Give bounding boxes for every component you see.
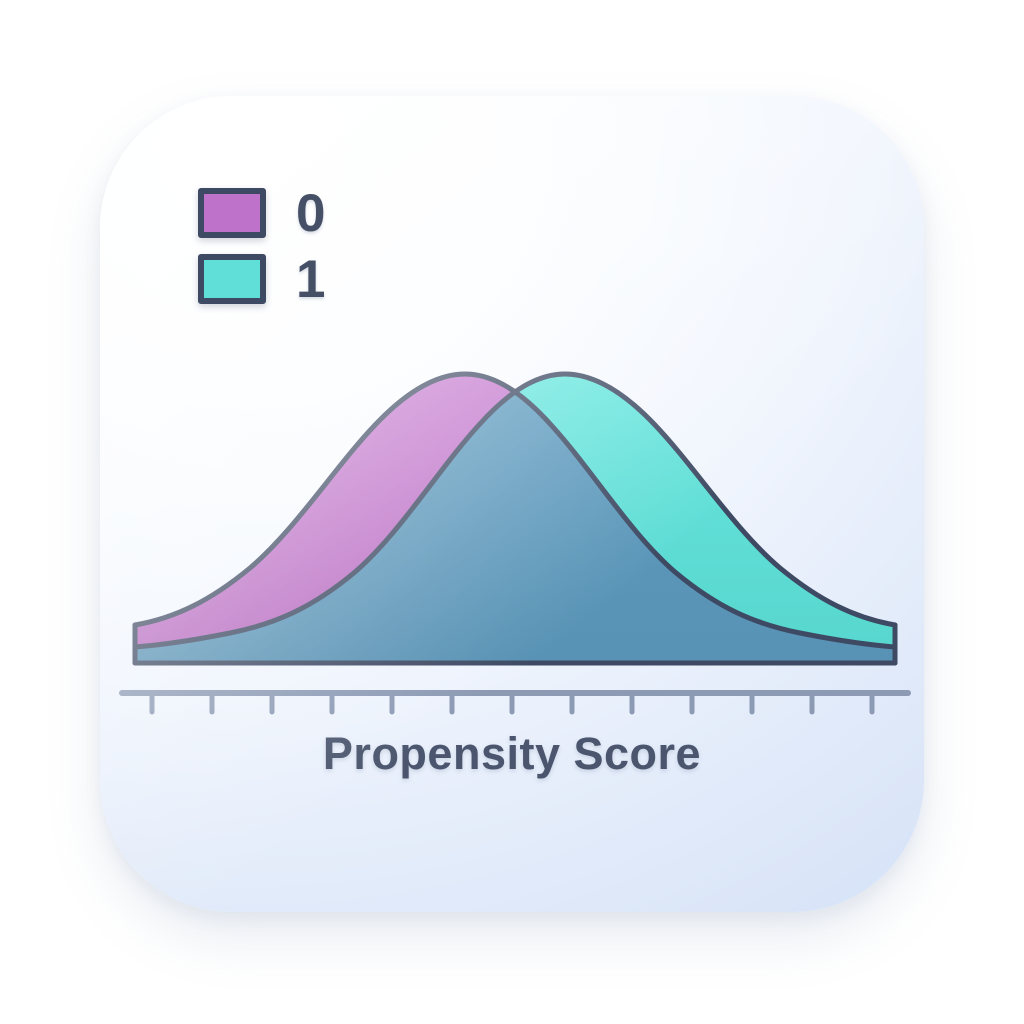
x-axis-title: Propensity Score: [322, 728, 702, 779]
legend-item-0[interactable]: 0: [198, 180, 325, 246]
chart-legend: 0 1: [198, 180, 325, 312]
legend-label-0: 0: [296, 183, 326, 243]
legend-label-1: 1: [296, 249, 326, 309]
legend-item-1[interactable]: 1: [198, 246, 325, 312]
chart-card: 0 1 Propensity Score: [100, 96, 924, 912]
legend-swatch-0: [198, 188, 266, 238]
legend-swatch-1: [198, 254, 266, 304]
